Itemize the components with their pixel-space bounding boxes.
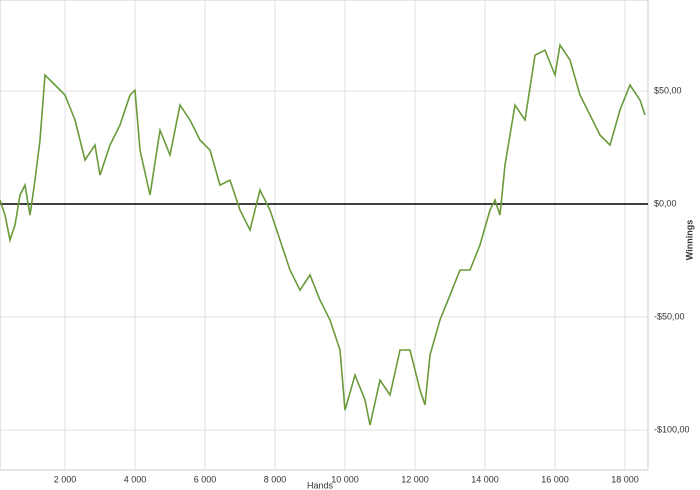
- y-axis-label: Winnings: [684, 220, 694, 260]
- data-line: [0, 42, 646, 426]
- x-tick-label: 10 000: [331, 474, 359, 484]
- plot-area: [0, 0, 649, 471]
- x-tick-label: 16 000: [541, 474, 569, 484]
- x-tick-label: 12 000: [401, 474, 429, 484]
- x-tick-label: 14 000: [471, 474, 499, 484]
- y-tick-label: $0,00: [654, 198, 677, 208]
- y-tick-label: -$100,00: [654, 424, 690, 434]
- x-axis-label: Hands: [307, 480, 334, 490]
- x-tick-label: 8 000: [264, 474, 287, 484]
- x-tick-label: 2 000: [54, 474, 77, 484]
- y-tick-label: $50,00: [654, 85, 682, 95]
- x-tick-label: 6 000: [194, 474, 217, 484]
- x-tick-label: 4 000: [124, 474, 147, 484]
- y-tick-label: -$50,00: [654, 311, 685, 321]
- x-tick-label: 18 000: [611, 474, 639, 484]
